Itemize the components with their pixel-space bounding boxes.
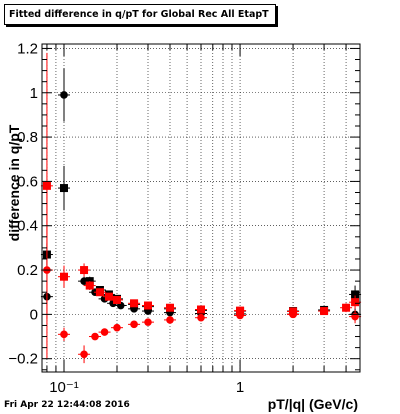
data-point bbox=[60, 91, 68, 99]
data-point bbox=[130, 320, 138, 329]
data-point bbox=[59, 184, 68, 193]
y-tick-label: 0.4 bbox=[17, 218, 38, 235]
y-tick-label: 0.6 bbox=[17, 173, 38, 190]
data-point bbox=[112, 295, 121, 304]
data-point bbox=[85, 281, 94, 290]
data-point bbox=[144, 301, 152, 310]
data-point bbox=[197, 313, 205, 322]
data-point bbox=[236, 311, 244, 320]
data-point bbox=[104, 292, 113, 301]
x-axis-title: pT/|q| (GeV/c) bbox=[268, 396, 358, 412]
data-point bbox=[165, 303, 174, 312]
y-axis-title: difference in q/pT bbox=[6, 124, 22, 241]
data-point bbox=[289, 310, 297, 319]
data-point bbox=[197, 305, 205, 314]
data-point bbox=[113, 323, 121, 332]
data-marks bbox=[40, 52, 362, 364]
data-point bbox=[351, 290, 360, 299]
data-point bbox=[59, 272, 68, 281]
data-point bbox=[130, 299, 139, 308]
timestamp-footer: Fri Apr 22 12:44:08 2016 bbox=[4, 400, 130, 410]
grid-lines bbox=[42, 44, 360, 372]
data-point bbox=[80, 350, 88, 359]
data-point bbox=[95, 288, 104, 297]
x-tick-label: 1 bbox=[236, 379, 244, 396]
data-point bbox=[100, 328, 109, 336]
x-tick-label: 10⁻¹ bbox=[49, 379, 79, 396]
chart-title-box: Fitted difference in q/pT for Global Rec… bbox=[4, 4, 276, 25]
y-tick-label: 1.2 bbox=[17, 40, 38, 57]
data-point bbox=[91, 332, 99, 341]
y-tick-label: 0.2 bbox=[17, 262, 38, 279]
y-tick-label: 0 bbox=[30, 306, 38, 323]
data-point bbox=[320, 307, 329, 316]
data-point bbox=[342, 303, 351, 312]
data-point bbox=[351, 298, 360, 307]
axis-ticks bbox=[42, 44, 360, 372]
data-point bbox=[236, 306, 245, 315]
y-tick-label: 1 bbox=[30, 85, 38, 102]
y-tick-label: 0.8 bbox=[17, 129, 38, 146]
data-point bbox=[80, 266, 89, 275]
data-point bbox=[60, 330, 68, 339]
data-point bbox=[144, 318, 152, 326]
y-tick-label: −0.2 bbox=[8, 351, 38, 368]
data-point bbox=[166, 316, 174, 324]
chart-title: Fitted difference in q/pT for Global Rec… bbox=[9, 9, 269, 20]
plot-frame bbox=[41, 43, 361, 373]
